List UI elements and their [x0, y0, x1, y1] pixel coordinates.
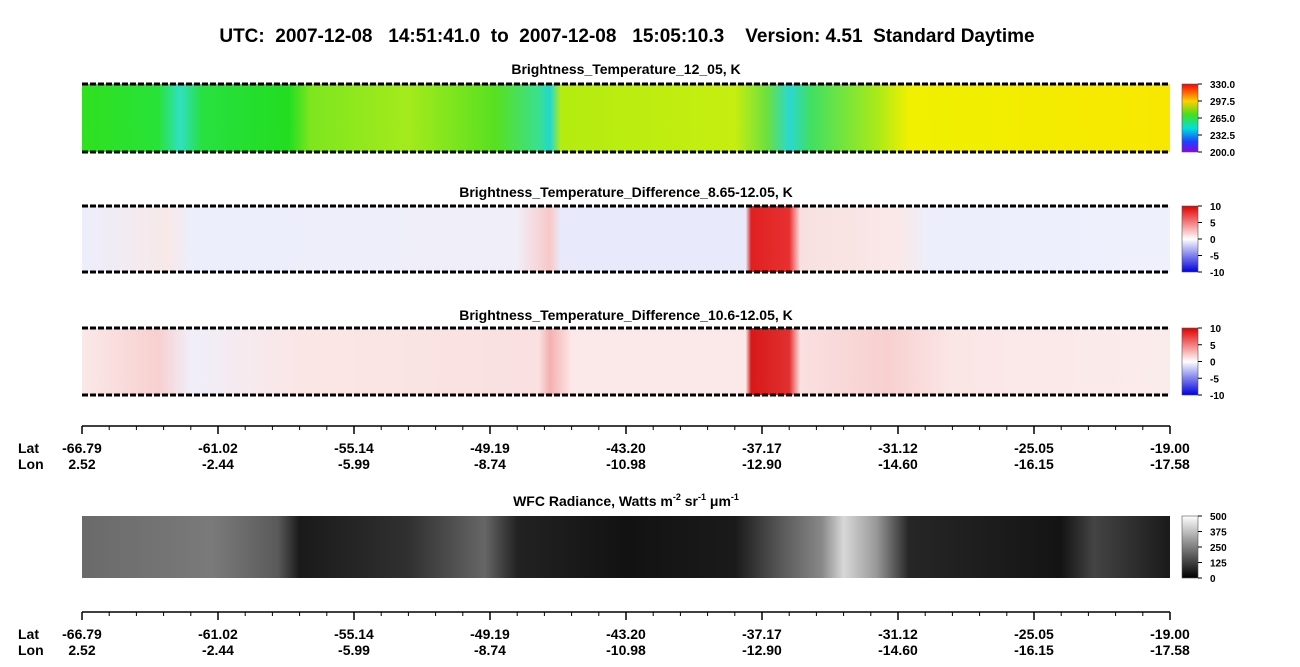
lon-label: -2.44 — [202, 456, 234, 472]
lon-label: -10.98 — [606, 642, 646, 658]
colorbar-label: 0 — [1210, 358, 1216, 369]
image-strip — [82, 516, 1170, 578]
row-label: Lon — [18, 642, 44, 658]
row-label: Lat — [18, 440, 39, 456]
lon-label: -14.60 — [878, 642, 918, 658]
lat-label: -66.79 — [62, 626, 102, 642]
lat-label: -25.05 — [1014, 626, 1054, 642]
colorbar-label: 250 — [1210, 543, 1227, 554]
lat-label: -43.20 — [606, 626, 646, 642]
lat-label: -37.17 — [742, 626, 782, 642]
colorbar-label: -10 — [1210, 391, 1225, 402]
lon-label: -8.74 — [474, 456, 506, 472]
colorbar-label: 10 — [1210, 324, 1222, 335]
image-strip — [82, 84, 1170, 152]
panel-title: Brightness_Temperature_12_05, K — [511, 61, 740, 77]
panel-title: Brightness_Temperature_Difference_10.6-1… — [459, 307, 793, 323]
colorbar-label: 5 — [1210, 341, 1216, 352]
lat-label: -66.79 — [62, 440, 102, 456]
title-part: sr — [681, 493, 699, 509]
colorbar-label: 500 — [1210, 512, 1227, 523]
title-part: Brightness_Temperature_Difference_8.65-1… — [459, 184, 793, 200]
title-part: -2 — [673, 492, 681, 502]
lon-label: -16.15 — [1014, 642, 1054, 658]
lat-label: -19.00 — [1150, 626, 1190, 642]
title-part: WFC Radiance, Watts m — [513, 493, 673, 509]
title-part: -1 — [731, 492, 739, 502]
colorbar-label: -10 — [1210, 268, 1225, 279]
image-strip — [82, 328, 1170, 395]
colorbar-label: -5 — [1210, 252, 1219, 263]
lon-label: -5.99 — [338, 456, 370, 472]
colorbar-label: -5 — [1210, 374, 1219, 385]
colorbar-label: 200.0 — [1210, 148, 1235, 159]
colorbar — [1181, 327, 1199, 396]
lon-label: -17.58 — [1150, 456, 1190, 472]
lat-label: -31.12 — [878, 440, 918, 456]
lat-label: -61.02 — [198, 626, 238, 642]
colorbar-label: 330.0 — [1210, 80, 1235, 91]
lon-label: 2.52 — [68, 456, 95, 472]
image-strip — [82, 206, 1170, 272]
colorbar-label: 5 — [1210, 219, 1216, 230]
lon-label: -14.60 — [878, 456, 918, 472]
page-title: UTC: 2007-12-08 14:51:41.0 to 2007-12-08… — [219, 26, 1034, 47]
colorbar-label: 232.5 — [1210, 131, 1235, 142]
lat-label: -61.02 — [198, 440, 238, 456]
row-label: Lon — [18, 456, 44, 472]
colorbar — [1181, 515, 1199, 579]
panel-title: Brightness_Temperature_Difference_8.65-1… — [459, 184, 793, 200]
lon-label: -8.74 — [474, 642, 506, 658]
lat-label: -25.05 — [1014, 440, 1054, 456]
lon-label: -12.90 — [742, 642, 782, 658]
colorbar-label: 125 — [1210, 559, 1227, 570]
colorbar-label: 375 — [1210, 528, 1227, 539]
lat-label: -49.19 — [470, 440, 510, 456]
lat-label: -43.20 — [606, 440, 646, 456]
lat-label: -37.17 — [742, 440, 782, 456]
lon-label: -5.99 — [338, 642, 370, 658]
colorbar-label: 265.0 — [1210, 114, 1235, 125]
title-part: Brightness_Temperature_Difference_10.6-1… — [459, 307, 793, 323]
colorbar — [1181, 205, 1199, 273]
title-part: μm — [706, 493, 731, 509]
lon-label: -10.98 — [606, 456, 646, 472]
title-part: -1 — [698, 492, 706, 502]
row-label: Lat — [18, 626, 39, 642]
colorbar-label: 297.5 — [1210, 97, 1235, 108]
lat-label: -55.14 — [334, 440, 374, 456]
lon-label: 2.52 — [68, 642, 95, 658]
lon-label: -16.15 — [1014, 456, 1054, 472]
colorbar — [1181, 83, 1199, 153]
colorbar-label: 0 — [1210, 235, 1216, 246]
lat-label: -49.19 — [470, 626, 510, 642]
panel-title: WFC Radiance, Watts m-2 sr-1 μm-1 — [513, 492, 739, 509]
colorbar-label: 0 — [1210, 574, 1216, 585]
lon-label: -12.90 — [742, 456, 782, 472]
colorbar-label: 10 — [1210, 202, 1222, 213]
lon-label: -17.58 — [1150, 642, 1190, 658]
lat-label: -19.00 — [1150, 440, 1190, 456]
lon-label: -2.44 — [202, 642, 234, 658]
title-part: Brightness_Temperature_12_05, K — [511, 61, 740, 77]
lat-label: -55.14 — [334, 626, 374, 642]
lat-label: -31.12 — [878, 626, 918, 642]
